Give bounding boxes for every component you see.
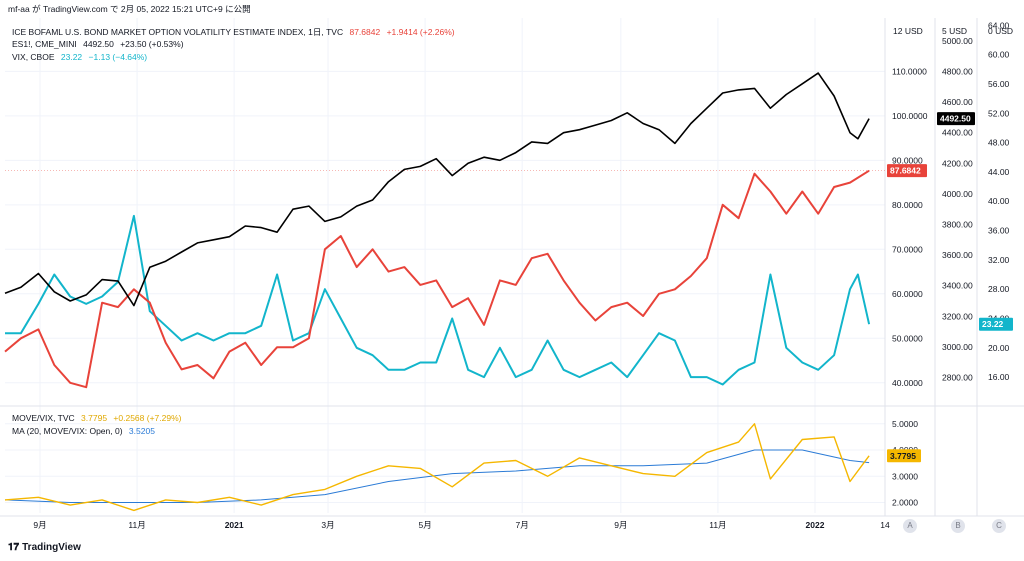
- tradingview-logo[interactable]: 𝟏𝟕 TradingView: [8, 542, 81, 553]
- move-axis-tick: 100.0000: [892, 111, 928, 121]
- vix-axis-tick: 36.00: [988, 226, 1010, 236]
- es-axis-tick: 4400.00: [942, 128, 973, 138]
- x-tick-label: 2022: [806, 520, 825, 530]
- es-axis-tick: 3800.00: [942, 220, 973, 230]
- tradingview-logo-icon: 𝟏𝟕: [8, 542, 20, 553]
- ratio-axis-tick: 2.0000: [892, 498, 918, 508]
- x-tick-label: 9月: [614, 520, 627, 530]
- legend-vix[interactable]: VIX, CBOE 23.22 −1.13 (−4.64%): [12, 52, 151, 62]
- legend-es-change: +23.50 (+0.53%): [120, 39, 184, 49]
- vix-series-line: [5, 214, 871, 386]
- move-axis-header: 12 USD: [893, 26, 923, 36]
- legend-ma-title: MA (20, MOVE/VIX: Open, 0): [12, 426, 123, 436]
- vix-axis-tick: 20.00: [988, 343, 1010, 353]
- legend-ratio-title: MOVE/VIX, TVC: [12, 413, 75, 423]
- vix-axis-tick: 60.00: [988, 50, 1010, 60]
- legend-vix-title: VIX, CBOE: [12, 52, 55, 62]
- x-tick-label: 2021: [225, 520, 244, 530]
- move-series-line: [4, 169, 870, 389]
- ratio-axis-tick: 3.0000: [892, 471, 918, 481]
- es-series-line: [4, 72, 870, 307]
- es-price-badge-bg: [937, 112, 975, 126]
- move-axis-tick: 70.0000: [892, 244, 923, 254]
- vix-axis-tick: 28.00: [988, 284, 1010, 294]
- vix-axis-tick: 64.00: [988, 20, 1010, 30]
- vix-axis-tick: 16.00: [988, 372, 1010, 382]
- move-price-badge-bg: [887, 164, 927, 178]
- publish-info: が TradingView.com で 2月 05, 2022 15:21 UT…: [32, 4, 251, 14]
- vix-axis-header: 0 USD: [988, 26, 1013, 36]
- move-axis-tick: 50.0000: [892, 333, 923, 343]
- vix-axis-tick: 48.00: [988, 138, 1010, 148]
- legend-es[interactable]: ES1!, CME_MINI 4492.50 +23.50 (+0.53%): [12, 39, 188, 49]
- es-axis-tick: 4000.00: [942, 189, 973, 199]
- move-axis-tick: 60.0000: [892, 289, 923, 299]
- x-tick-label: 14: [880, 520, 890, 530]
- legend-vix-change: −1.13 (−4.64%): [88, 52, 148, 62]
- vix-axis-tick: 32.00: [988, 255, 1010, 265]
- legend-ratio-value: 3.7795: [81, 413, 108, 423]
- legend-move-change: +1.9414 (+2.26%): [386, 27, 455, 37]
- es-axis-tick: 3600.00: [942, 250, 973, 260]
- move-price-badge: 87.6842: [890, 166, 921, 176]
- brand-name: TradingView: [22, 542, 81, 553]
- x-tick-label: 11月: [128, 520, 145, 530]
- es-axis-tick: 3400.00: [942, 281, 973, 291]
- vix-axis-tick: 56.00: [988, 79, 1010, 89]
- legend-move[interactable]: ICE BOFAML U.S. BOND MARKET OPTION VOLAT…: [12, 26, 459, 38]
- ratio-price-badge-bg: [887, 449, 921, 463]
- scale-button-a[interactable]: A: [903, 519, 917, 533]
- es-axis-tick: 4800.00: [942, 67, 973, 77]
- legend-es-title: ES1!, CME_MINI: [12, 39, 77, 49]
- username[interactable]: mf-aa: [8, 4, 30, 14]
- legend-ma-value: 3.5205: [128, 426, 155, 436]
- move-axis-tick: 110.0000: [892, 66, 927, 76]
- x-tick-label: 3月: [321, 520, 334, 530]
- es-price-badge: 4492.50: [940, 114, 971, 124]
- vix-axis-tick: 52.00: [988, 108, 1010, 118]
- ratio-axis-tick: 5.0000: [892, 419, 918, 429]
- x-tick-label: 5月: [418, 520, 431, 530]
- move-axis-tick: 40.0000: [892, 378, 923, 388]
- legend-vix-value: 23.22: [60, 52, 83, 62]
- x-tick-label: 11月: [709, 520, 726, 530]
- publish-header: mf-aa が TradingView.com で 2月 05, 2022 15…: [8, 3, 251, 15]
- vix-axis-tick: 44.00: [988, 167, 1010, 177]
- legend-move-title: ICE BOFAML U.S. BOND MARKET OPTION VOLAT…: [12, 27, 344, 37]
- x-tick-label: 9月: [33, 520, 46, 530]
- es-axis-tick: 2800.00: [942, 372, 973, 382]
- vix-price-badge-bg: [979, 317, 1013, 331]
- es-axis-tick: 3200.00: [942, 311, 973, 321]
- move-axis-tick: 80.0000: [892, 200, 923, 210]
- legend-move-value: 87.6842: [349, 27, 381, 37]
- legend-ratio[interactable]: MOVE/VIX, TVC 3.7795 +0.2568 (+7.29%): [12, 413, 185, 423]
- es-axis-tick: 4200.00: [942, 158, 973, 168]
- scale-button-c[interactable]: C: [992, 519, 1006, 533]
- scale-button-b[interactable]: B: [951, 519, 965, 533]
- ratio-series-line: [4, 423, 870, 512]
- es-axis-tick: 4600.00: [942, 97, 973, 107]
- legend-ratio-change: +0.2568 (+7.29%): [113, 413, 182, 423]
- ratio-price-badge: 3.7795: [890, 451, 916, 461]
- vix-price-badge: 23.22: [982, 319, 1004, 329]
- es-axis-tick: 3000.00: [942, 342, 973, 352]
- es-axis-header: 5 USD: [942, 26, 967, 36]
- legend-ma[interactable]: MA (20, MOVE/VIX: Open, 0) 3.5205: [12, 426, 159, 436]
- ma-series-line: [4, 449, 870, 503]
- es-axis-tick: 5000.00: [942, 36, 973, 46]
- legend-es-value: 4492.50: [83, 39, 114, 49]
- vix-axis-tick: 40.00: [988, 196, 1010, 206]
- x-tick-label: 7月: [516, 520, 529, 530]
- move-axis-tick: 90.0000: [892, 155, 923, 165]
